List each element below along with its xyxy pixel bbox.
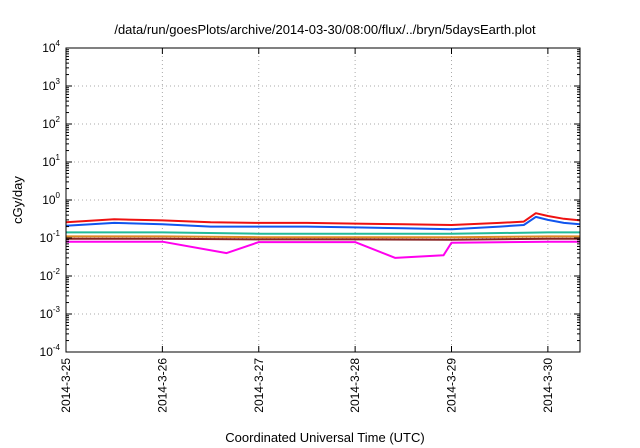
series-group: [65, 212, 581, 259]
y-tick-label: 100: [42, 191, 60, 207]
x-tick-label: 2014-3-28: [348, 358, 362, 413]
y-axis-label: cGy/day: [10, 176, 25, 224]
y-tick-label: 10-1: [40, 229, 61, 245]
series-line-1: [65, 212, 581, 226]
x-ticks: 2014-3-25 2014-3-26 2014-3-27 2014-3-28 2014…: [59, 48, 555, 413]
x-tick-label: 2014-3-29: [445, 358, 459, 413]
series-line-6: [66, 240, 580, 259]
series-line-2: [65, 215, 581, 231]
y-tick-label: 103: [42, 77, 60, 93]
series-line-4: [66, 235, 580, 239]
series-line-3: [66, 231, 580, 235]
x-tick-label: 2014-3-26: [155, 358, 169, 413]
x-tick-label: 2014-3-30: [541, 358, 555, 413]
x-tick-label: 2014-3-25: [59, 358, 73, 413]
y-tick-label: 10-3: [40, 305, 61, 321]
x-tick-label: 2014-3-27: [252, 358, 266, 413]
y-tick-label: 102: [42, 115, 60, 131]
grid: [66, 48, 580, 352]
series-line-5: [66, 237, 580, 241]
y-tick-label: 101: [42, 153, 60, 169]
y-tick-label: 104: [42, 39, 60, 55]
y-ticks: 10-4 10-3 10-2 10-1 100 101 102 103 104: [40, 39, 580, 359]
x-axis-label: Coordinated Universal Time (UTC): [225, 430, 424, 445]
y-tick-label: 10-4: [40, 343, 61, 359]
chart-title: /data/run/goesPlots/archive/2014-03-30/0…: [114, 22, 536, 37]
y-tick-label: 10-2: [40, 267, 61, 283]
